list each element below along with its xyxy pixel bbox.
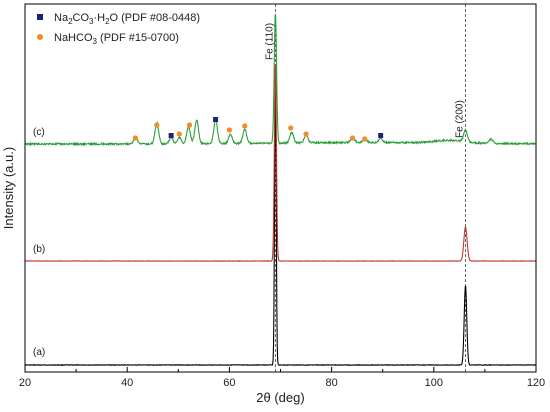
phase-markers	[132, 117, 384, 142]
nahco3-marker	[176, 131, 182, 137]
series-label: (b)	[33, 244, 45, 255]
legend-label: NaHCO3 (PDF #15-0700)	[54, 32, 179, 46]
series-line	[24, 14, 537, 147]
nahco3-marker	[132, 135, 138, 141]
x-tick-label: 20	[19, 377, 31, 389]
reference-lines	[274, 4, 466, 372]
x-tick-label: 80	[325, 377, 337, 389]
nahco3-marker	[303, 131, 309, 137]
nahco3-marker	[362, 136, 368, 142]
series-label: (a)	[33, 347, 45, 358]
x-axis-label: 2θ (deg)	[256, 390, 304, 405]
na2co3-h2o-marker	[213, 117, 219, 122]
series-line	[24, 69, 537, 367]
y-axis-label: Intensity (a.u.)	[1, 147, 16, 229]
series-line	[24, 64, 537, 262]
x-tick-label: 40	[121, 377, 133, 389]
reference-label: Fe (200)	[454, 100, 465, 138]
series-label: (c)	[33, 127, 45, 138]
x-axis-ticks: 20 40 60 80 100 120	[19, 367, 545, 389]
x-tick-label: 120	[527, 377, 545, 389]
reference-label: Fe (110)	[264, 23, 275, 60]
xrd-traces	[24, 14, 537, 367]
na2co3-h2o-marker	[168, 133, 174, 138]
na2co3-h2o-marker	[378, 133, 384, 138]
series-labels: (a) (b) (c)	[33, 127, 45, 358]
nahco3-marker	[186, 122, 193, 128]
legend-circle-marker	[37, 34, 43, 40]
reference-labels: Fe (110) Fe (200)	[264, 23, 465, 138]
x-tick-label: 100	[425, 377, 443, 389]
nahco3-marker	[154, 122, 160, 128]
nahco3-marker	[242, 123, 248, 129]
x-tick-label: 60	[223, 377, 235, 389]
legend-label: Na2CO3·H2O (PDF #08-0448)	[54, 12, 200, 26]
legend: Na2CO3·H2O (PDF #08-0448) NaHCO3 (PDF #15…	[37, 12, 200, 46]
nahco3-marker	[349, 135, 356, 141]
plot-frame	[24, 3, 537, 373]
nahco3-marker	[288, 125, 294, 131]
legend-square-marker	[37, 14, 43, 20]
nahco3-marker	[226, 127, 232, 133]
